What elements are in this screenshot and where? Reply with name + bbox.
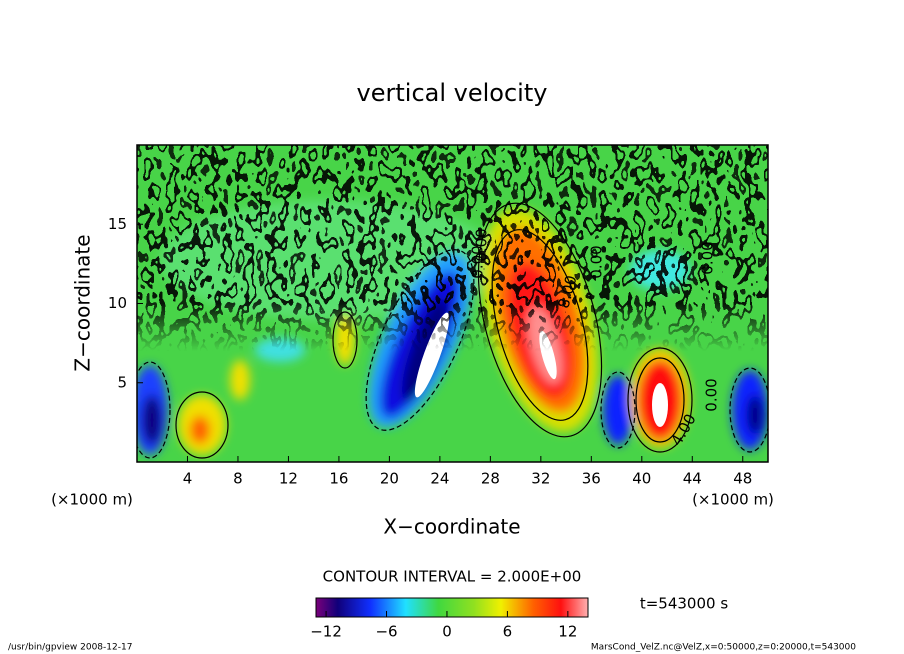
contour-label: 0.00 — [469, 245, 487, 278]
y-tick-label: 15 — [108, 215, 127, 233]
x-tick-label: 20 — [380, 470, 399, 488]
footer-right: MarsCond_VelZ.nc@VelZ,x=0:50000,z=0:2000… — [591, 643, 856, 653]
x-unit: (×1000 m) — [692, 491, 774, 509]
x-axis-label: X−coordinate — [383, 515, 520, 539]
y-tick-label: 10 — [108, 294, 127, 312]
contour-label: 0.00 — [703, 378, 721, 411]
x-tick-label: 8 — [233, 470, 243, 488]
x-tick-label: 28 — [481, 470, 500, 488]
x-tick-label: 32 — [531, 470, 550, 488]
x-tick-label: 16 — [329, 470, 348, 488]
x-tick-label: 24 — [430, 470, 449, 488]
y-axis-label: Z−coordinate — [71, 234, 95, 371]
contour-label: 0.00 — [473, 228, 491, 261]
x-tick-label: 36 — [582, 470, 601, 488]
x-tick-label: 12 — [279, 470, 298, 488]
colorbar-tick-label: 6 — [503, 623, 513, 641]
contour-field — [137, 145, 768, 462]
contour-interval: CONTOUR INTERVAL = 2.000E+00 — [323, 568, 582, 586]
x-tick-label: 48 — [733, 470, 752, 488]
x-tick-label: 4 — [183, 470, 193, 488]
colorbar-tick-label: 0 — [442, 623, 452, 641]
colorbar-tick-label: 12 — [558, 623, 577, 641]
colorbar — [315, 597, 589, 618]
x-unit: (×1000 m) — [51, 491, 133, 509]
x-tick-label: 40 — [632, 470, 651, 488]
chart-title: vertical velocity — [357, 79, 548, 107]
x-tick-label: 44 — [683, 470, 702, 488]
contour-label: 0.00 — [588, 245, 606, 278]
time-label: t=543000 s — [640, 595, 728, 613]
y-tick-label: 5 — [117, 373, 127, 391]
footer-left: /usr/bin/gpview 2008-12-17 — [8, 643, 132, 653]
colorbar-tick-label: −6 — [375, 623, 397, 641]
colorbar-tick-label: −12 — [310, 623, 342, 641]
contour-label: 0.00 — [699, 241, 717, 274]
